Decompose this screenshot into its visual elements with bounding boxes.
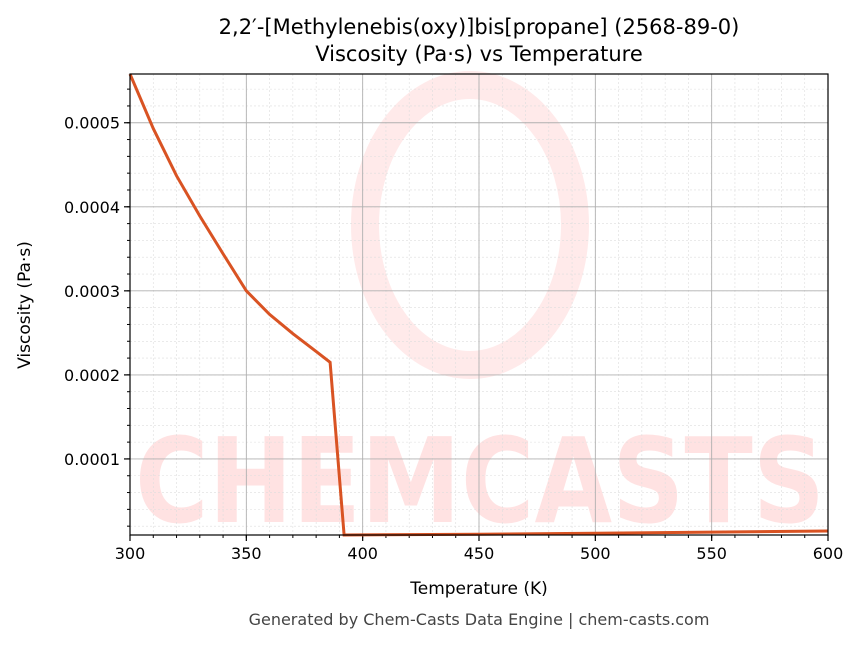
y-axis-label: Viscosity (Pa·s) — [15, 241, 35, 369]
y-tick-label: 0.0004 — [64, 198, 120, 217]
y-tick-label: 0.0001 — [64, 450, 120, 469]
x-tick-label: 450 — [464, 544, 495, 563]
x-tick-label: 550 — [696, 544, 727, 563]
y-tick-label: 0.0005 — [64, 114, 120, 133]
svg-text:CHEMCASTS: CHEMCASTS — [135, 412, 825, 550]
x-tick-label: 400 — [347, 544, 378, 563]
axes: 300 350 400 450 500 550 600 0.0001 0.0002 0.0003 0… — [64, 88, 844, 563]
y-tick-label: 0.0002 — [64, 366, 120, 385]
footer: Generated by Chem-Casts Data Engine | ch… — [249, 610, 710, 629]
chart-subtitle: Viscosity (Pa·s) vs Temperature — [315, 42, 643, 66]
x-tick-label: 500 — [580, 544, 611, 563]
x-axis-label: Temperature (K) — [409, 579, 548, 599]
grid — [129, 74, 829, 535]
x-tick-label: 350 — [231, 544, 262, 563]
y-tick-label: 0.0003 — [64, 282, 120, 301]
x-tick-label: 600 — [813, 544, 844, 563]
x-tick-label: 300 — [115, 544, 146, 563]
chart-title: 2,2′-[Methylenebis(oxy)]bis[propane] (25… — [219, 15, 740, 39]
plot-frame — [129, 73, 829, 536]
viscosity-line — [128, 73, 829, 537]
chemcasts-watermark: CHEMCASTS — [135, 71, 825, 550]
